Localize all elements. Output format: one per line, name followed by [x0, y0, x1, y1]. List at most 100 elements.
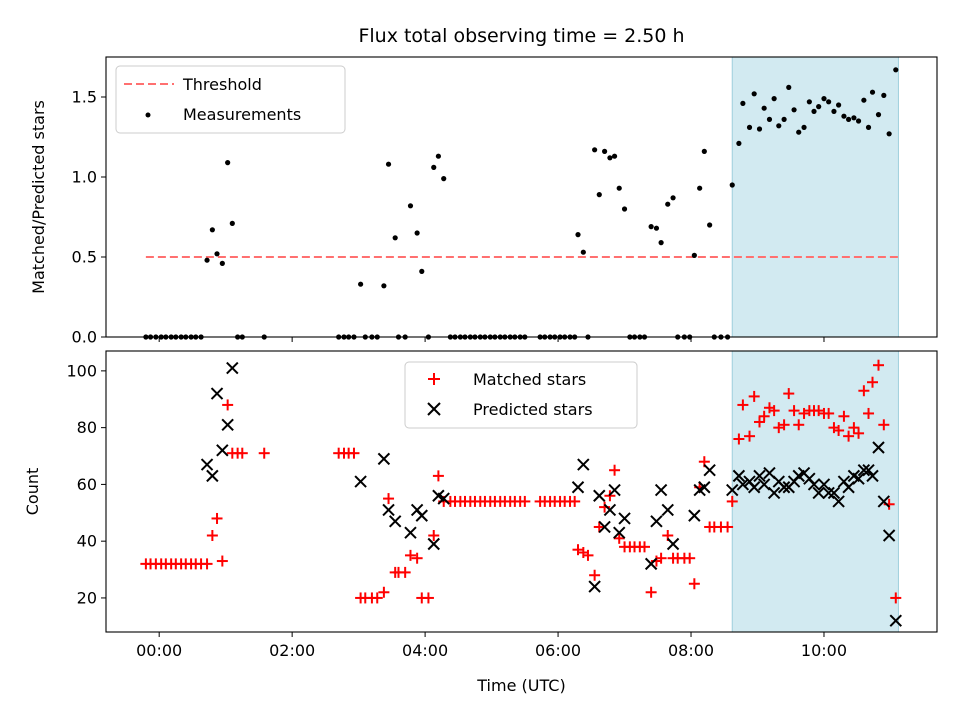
matched-star-point: [428, 529, 440, 541]
matched-star-point: [853, 427, 865, 439]
measurement-point: [801, 124, 807, 130]
predicted-star-point: [726, 483, 739, 497]
matched-star-point: [788, 405, 800, 417]
bottom-xtick-label-2: 04:00: [402, 641, 448, 660]
predicted-star-point: [661, 503, 674, 517]
matched-star-point: [593, 521, 605, 533]
predicted-star-point: [767, 486, 781, 500]
predicted-star-point: [354, 475, 367, 488]
predicted-star-point: [872, 441, 885, 454]
predicted-star-point: [404, 526, 417, 539]
measurement-point: [580, 249, 586, 255]
matched-star-point: [609, 464, 621, 476]
top-ytick-label-2: 1.0: [72, 168, 97, 187]
predicted-star-point: [593, 489, 606, 502]
predicted-star-point: [757, 478, 771, 491]
matched-star-point: [863, 407, 875, 419]
measurement-point: [616, 185, 622, 191]
predicted-star-point: [210, 387, 224, 400]
matched-star-point: [890, 592, 902, 604]
measurement-point: [831, 108, 837, 114]
matched-star-point: [383, 493, 395, 505]
bottom-xtick-label-0: 00:00: [136, 641, 182, 660]
predicted-star-point: [618, 512, 631, 525]
measurement-point: [761, 105, 767, 111]
matched-star-point: [758, 410, 770, 422]
measurement-point: [385, 161, 392, 167]
matched-star-point: [258, 447, 270, 459]
measurement-point: [861, 97, 867, 103]
measurement-point: [865, 124, 872, 130]
predicted-star-point: [613, 526, 626, 539]
measurement-point: [219, 260, 225, 266]
matched-star-point: [655, 552, 667, 564]
matched-star-point: [867, 376, 879, 388]
matched-star-point: [404, 549, 416, 561]
matched-star-point: [843, 430, 855, 442]
predicted-stars-points: [200, 361, 902, 627]
bottom-x-ticks: 00:00 02:00 04:00 06:00 08:00 10:00: [136, 632, 847, 660]
measurement-point: [611, 153, 618, 159]
bottom-x-label: Time (UTC): [476, 676, 565, 695]
measurement-point: [414, 230, 420, 236]
bottom-legend: Matched stars Predicted stars: [404, 361, 638, 429]
measurement-point: [592, 147, 598, 153]
matched-star-point: [569, 495, 581, 507]
measurement-point: [596, 192, 602, 198]
matched-star-point: [838, 410, 850, 422]
measurement-point: [855, 118, 862, 124]
predicted-star-point: [817, 478, 831, 491]
measurement-point: [836, 102, 842, 108]
bottom-xtick-label-5: 10:00: [801, 641, 847, 660]
matched-star-point: [748, 390, 760, 402]
measurement-point: [225, 160, 231, 166]
matched-star-point: [211, 512, 223, 524]
measurement-point: [886, 131, 892, 137]
matched-star-point: [823, 407, 835, 419]
measurement-point: [786, 84, 792, 90]
bottom-ytick-label-0: 20: [77, 588, 97, 607]
matched-star-point: [589, 569, 601, 581]
bottom-ytick-label-4: 100: [66, 361, 97, 380]
matched-stars-points: [140, 359, 902, 604]
measurement-point: [575, 232, 581, 238]
bottom-xtick-label-4: 08:00: [668, 641, 714, 660]
bottom-xtick-label-1: 02:00: [269, 641, 315, 660]
matched-star-point: [783, 388, 795, 400]
bottom-y-label: Count: [23, 468, 42, 516]
top-legend: Threshold Measurements: [115, 65, 346, 134]
matched-star-point: [399, 566, 411, 578]
measurement-point: [791, 107, 797, 113]
predicted-star-point: [827, 486, 841, 500]
measurement-point: [806, 99, 812, 105]
top-highlight-span: [731, 56, 899, 338]
predicted-star-point: [608, 483, 621, 497]
top-title: Flux total observing time = 2.50 h: [358, 25, 684, 47]
matched-star-point: [848, 422, 860, 434]
matched-star-point: [432, 470, 444, 482]
matched-star-point: [726, 495, 738, 507]
bottom-ytick-label-3: 80: [77, 418, 97, 437]
measurement-point: [821, 96, 827, 102]
measurement-point: [701, 148, 707, 154]
legend-matched-swatch: [428, 373, 440, 385]
predicted-star-point: [822, 486, 835, 500]
predicted-star-point: [882, 529, 896, 542]
matched-star-point: [858, 385, 870, 397]
top-panel: 0.0 0.5 1.0 1.5 Flux total observing time =…: [29, 25, 938, 347]
matched-star-point: [378, 586, 390, 598]
predicted-star-point: [650, 515, 663, 528]
predicted-star-point: [577, 458, 590, 471]
predicted-star-point: [377, 452, 391, 466]
measurement-point: [781, 116, 787, 122]
measurement-point: [771, 96, 777, 102]
predicted-star-point: [437, 492, 450, 505]
bottom-ytick-label-1: 40: [77, 532, 97, 551]
predicted-star-point: [703, 464, 716, 477]
measurement-point: [881, 92, 887, 98]
predicted-star-point: [382, 503, 395, 517]
matched-star-point: [613, 532, 625, 544]
matched-star-point: [582, 549, 594, 561]
predicted-star-point: [598, 520, 611, 534]
matched-star-point: [778, 419, 790, 431]
